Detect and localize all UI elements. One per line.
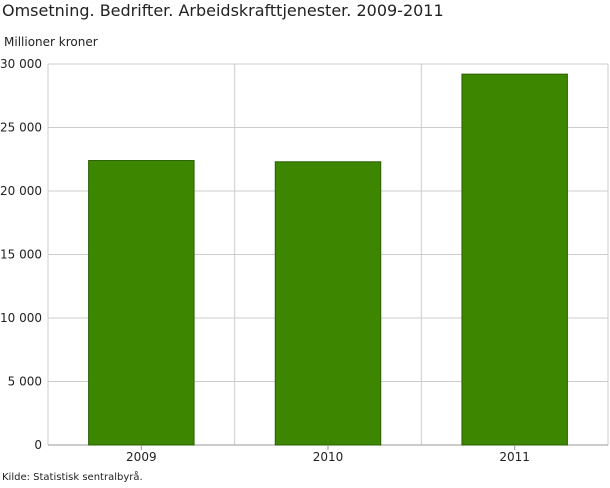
y-axis-label: Millioner kroner: [4, 35, 98, 49]
y-tick-label: 30 000: [0, 57, 42, 71]
x-tick-label: 2010: [313, 450, 344, 464]
y-tick-label: 0: [34, 438, 42, 452]
x-tick-label: 2009: [126, 450, 157, 464]
y-tick-label: 10 000: [0, 311, 42, 325]
bar-2010: [274, 161, 382, 446]
source-note: Kilde: Statistisk sentralbyrå.: [2, 472, 143, 483]
y-tick-label: 20 000: [0, 184, 42, 198]
chart-title: Omsetning. Bedrifter. Arbeidskrafttjenes…: [2, 1, 444, 20]
y-tick-label: 5 000: [8, 375, 42, 389]
y-tick-label: 15 000: [0, 248, 42, 262]
bar-2011: [461, 73, 568, 446]
bar-2009: [88, 160, 195, 446]
y-tick-label: 25 000: [0, 121, 42, 135]
x-tick-label: 2011: [499, 450, 530, 464]
